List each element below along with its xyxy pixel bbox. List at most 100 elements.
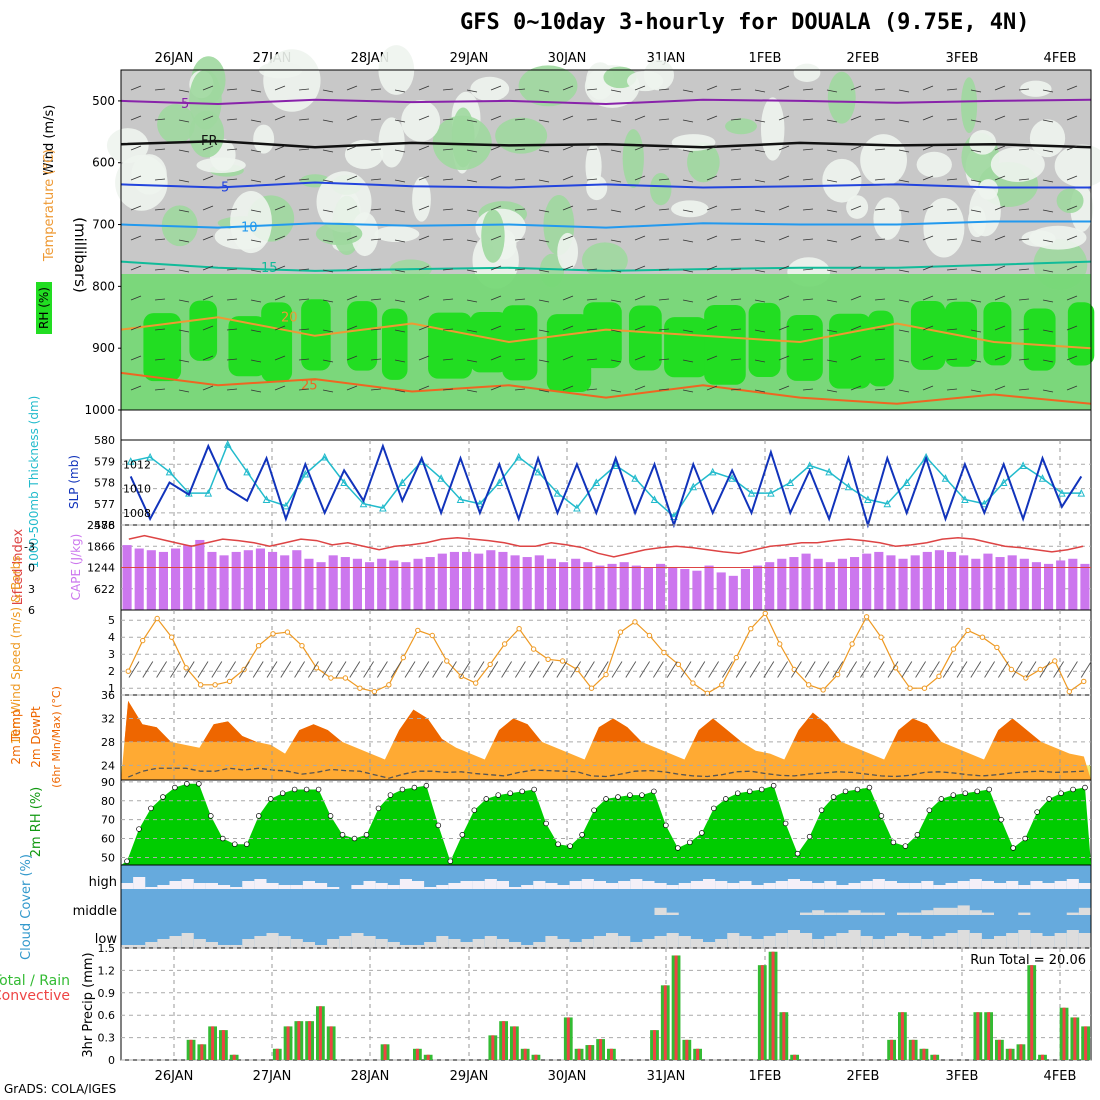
wind-barb <box>130 175 142 181</box>
wind-barb <box>490 235 502 241</box>
wind-barb <box>826 89 838 93</box>
wind-barb <box>730 178 742 181</box>
rh-point <box>998 816 1004 823</box>
wind-barb <box>442 298 454 301</box>
cloud-high-bar <box>981 881 994 889</box>
cloud-high-bar <box>630 879 643 889</box>
cape-label: CAPE (J/kg) <box>69 534 83 601</box>
wind-barb <box>418 175 430 181</box>
cloud-high-bar <box>909 883 922 889</box>
rh-point <box>914 832 921 838</box>
wind-barb <box>466 299 478 303</box>
rh-point <box>878 813 885 819</box>
wind-barb <box>826 389 838 393</box>
wind-barb <box>1018 118 1030 121</box>
cloud-high-bar <box>569 881 582 889</box>
wind-barb <box>832 661 844 678</box>
wind-barb <box>514 178 526 181</box>
wind-barb <box>763 661 775 678</box>
wind-barb <box>994 205 1006 211</box>
cloud-low-bar <box>957 930 970 948</box>
thickness-point <box>844 482 853 491</box>
precip-convective-bar <box>577 1048 581 1060</box>
wind-barb <box>346 385 358 391</box>
wind-barb <box>658 148 670 151</box>
wind-barb <box>586 268 598 271</box>
wind-barb <box>202 295 214 301</box>
cape-bar <box>340 557 350 610</box>
rh-patch <box>626 70 664 92</box>
rh-point <box>507 790 513 796</box>
wind-barb <box>1018 238 1030 241</box>
wind-barb <box>850 115 862 121</box>
precip-convective-bar <box>318 1006 322 1060</box>
wind-barb <box>1066 295 1078 301</box>
cloud-high-bar <box>957 881 970 889</box>
cloud-high-bar <box>254 879 267 889</box>
wind-speed-point <box>270 631 276 637</box>
cloud-high-bar <box>509 887 522 889</box>
cloud-low-bar <box>751 939 764 948</box>
wind-barb <box>946 298 958 301</box>
cloud-high-bar <box>606 883 619 889</box>
wind-barb <box>778 85 790 91</box>
wind-barb <box>730 118 742 121</box>
wind-barb <box>346 175 358 181</box>
wind-barb <box>274 115 286 121</box>
cloud-high-bar <box>703 879 716 889</box>
thickness-point <box>786 478 795 486</box>
wind-barb <box>730 148 742 151</box>
cloud-high-bar <box>290 885 303 889</box>
isotherm-line <box>120 139 1092 149</box>
cloud-low-bar <box>387 942 400 948</box>
rh-patch <box>481 209 505 263</box>
precip-convective-bar <box>426 1054 430 1060</box>
wind-barb <box>586 178 598 181</box>
temperature-legend-label: Temperature (°C) <box>42 149 57 262</box>
wind-barb <box>922 235 934 241</box>
wind-barb <box>898 209 910 213</box>
wind-barb <box>1042 89 1054 93</box>
wind-barb <box>749 661 761 678</box>
cloud-low-bar <box>763 936 776 948</box>
cape-bar <box>498 551 508 610</box>
wind-barb <box>570 661 581 678</box>
rh-point <box>435 822 442 829</box>
date-label-bottom: 30JAN <box>548 1069 587 1084</box>
cloud-low-bar <box>630 942 643 948</box>
cape-bar <box>777 558 787 610</box>
wind-speed-point <box>805 682 812 688</box>
isotherm-line <box>120 260 1092 272</box>
wind-barb <box>666 661 678 678</box>
wind-barb <box>922 175 934 181</box>
wind-barb <box>778 145 790 151</box>
cloud-high-bar <box>1066 879 1079 889</box>
wind-barb <box>658 328 670 331</box>
wind-barb <box>634 145 646 151</box>
wind-barb <box>826 299 838 303</box>
rh-patch <box>860 134 908 186</box>
wind-barb <box>1066 355 1078 361</box>
rh-point <box>591 807 597 813</box>
wind-barb <box>898 359 910 363</box>
wind-barb <box>586 358 598 361</box>
rh-patch <box>1056 188 1084 214</box>
wind-barb <box>154 178 166 181</box>
wind-speed-point <box>501 641 508 647</box>
wind-barb <box>970 269 982 273</box>
wind-barb <box>370 148 382 151</box>
wind-barb <box>1066 205 1078 211</box>
wind-barb <box>418 355 430 361</box>
cape-tick: 2488 <box>87 519 115 532</box>
wind-barb <box>754 359 766 363</box>
precip-convective-bar <box>275 1048 279 1060</box>
wind-barb <box>682 299 694 303</box>
wind-barb <box>994 115 1006 121</box>
wind-barb <box>394 329 406 333</box>
wind-speed-point <box>748 626 754 632</box>
isotherm-label: 10 <box>241 221 258 236</box>
cape-bar <box>195 539 205 610</box>
wind-speed-point <box>1066 688 1072 695</box>
cloud-mid-bar <box>666 912 679 915</box>
cloud-low-bar <box>205 942 218 948</box>
